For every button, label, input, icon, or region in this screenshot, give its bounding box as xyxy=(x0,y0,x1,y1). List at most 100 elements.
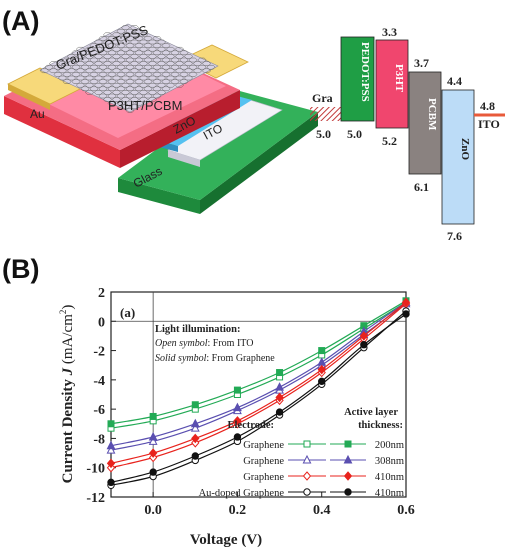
graphene-hex-cell xyxy=(39,68,50,74)
open-symbol-text: : From ITO xyxy=(208,338,254,349)
y-tick-label: 2 xyxy=(98,286,105,301)
legend-header-electrode: Electrode: xyxy=(228,420,274,431)
data-point xyxy=(359,331,369,341)
data-point xyxy=(107,420,115,428)
y-tick-label: -12 xyxy=(86,491,105,506)
series-line xyxy=(110,301,407,464)
graphene-hex-cell xyxy=(206,64,216,70)
legend-open-marker xyxy=(303,488,311,496)
data-point xyxy=(190,423,200,432)
data-point xyxy=(149,468,157,476)
legend: Active layer thickness: Electrode: Graph… xyxy=(199,407,404,499)
data-point xyxy=(275,382,284,391)
data-point xyxy=(275,408,284,416)
pcbm-top-value: 3.7 xyxy=(414,56,429,70)
legend-solid-marker xyxy=(344,488,352,496)
red-layer-side xyxy=(120,90,240,168)
graphene-hex-cell xyxy=(134,100,144,106)
data-point xyxy=(318,377,326,386)
graphene-hex-cell xyxy=(192,68,203,74)
open-symbol-note: Open symbol: From ITO xyxy=(155,338,253,349)
pedot-label: PEDOT:PSS xyxy=(359,42,371,102)
pedot-block xyxy=(340,36,375,122)
panel-b-label: (B) xyxy=(2,254,39,284)
p3ht-bottom-value: 5.2 xyxy=(382,134,397,148)
y-axis-label: Current Density J (mA/cm2) xyxy=(58,305,76,484)
gra-label: Gra xyxy=(312,91,333,105)
data-point xyxy=(190,418,200,428)
data-point xyxy=(275,392,284,403)
energy-level-diagram: Gra 5.0 PEDOT:PSS 5.0 3.3 P3HT 5.2 3.7 P… xyxy=(310,25,505,243)
au-electrode-left-side xyxy=(8,84,50,110)
graphene-hex-cell xyxy=(138,97,149,102)
data-point xyxy=(106,458,116,469)
data-point xyxy=(233,402,242,412)
y-tick-label: -2 xyxy=(93,345,105,360)
legend-open-marker xyxy=(302,454,312,464)
x-tick-label: 0.0 xyxy=(144,503,162,518)
graphene-hex-cell xyxy=(161,86,171,92)
graphene-hex-cell xyxy=(156,90,167,95)
ito-value: 4.8 xyxy=(480,99,495,113)
graphene-hex-cell xyxy=(188,72,198,77)
zno-top-value: 4.4 xyxy=(447,74,462,88)
legend-row: Au-doped Graphene 410nm xyxy=(199,488,404,499)
gra-value: 5.0 xyxy=(316,127,331,141)
y-axis-label-close: ) xyxy=(60,305,76,310)
graphene-hex-cell xyxy=(129,104,140,110)
graphene-hex-cell xyxy=(84,90,95,95)
pcbm-label: PCBM xyxy=(426,98,438,131)
red-layer-front xyxy=(4,96,120,168)
graphene-hex-cell xyxy=(125,108,135,113)
legend-open-marker xyxy=(303,440,311,448)
solid-symbol-key: Solid symbol xyxy=(155,353,207,364)
data-point xyxy=(191,433,200,444)
series-layer xyxy=(106,297,411,489)
legend-electrode: Graphene xyxy=(243,472,284,483)
data-point xyxy=(276,369,284,377)
pcbm-block xyxy=(408,71,442,175)
data-point xyxy=(401,297,411,308)
y-tick-label: -8 xyxy=(93,432,105,447)
solid-symbol-note: Solid symbol: From Graphene xyxy=(155,353,275,364)
y-tick-label: -6 xyxy=(93,403,105,418)
ito-label: ITO xyxy=(478,117,500,131)
legend-header-active-2: thickness: xyxy=(358,420,403,431)
glass-side-right xyxy=(200,112,318,214)
y-tick-label: -10 xyxy=(86,462,105,477)
series-410nm-solid xyxy=(107,310,410,487)
legend-row: Graphene 410nm xyxy=(243,471,404,483)
zno-label: ZnO xyxy=(459,138,471,160)
graphene-hex-cell xyxy=(183,75,194,81)
data-point xyxy=(318,347,326,355)
legend-electrode: Graphene xyxy=(243,440,284,451)
graphene-hex-cell xyxy=(147,97,158,102)
p3ht-top-value: 3.3 xyxy=(382,25,397,39)
open-symbol-key: Open symbol xyxy=(155,338,208,349)
pedot-bottom-value: 5.0 xyxy=(347,127,362,141)
legend-electrode: Au-doped Graphene xyxy=(199,488,285,499)
x-tick-label: 0.2 xyxy=(229,503,247,518)
y-axis-label-exp: 2 xyxy=(58,310,68,315)
data-point xyxy=(191,401,199,409)
p3ht-block xyxy=(375,39,409,129)
legend-thickness: 200nm xyxy=(375,440,404,451)
legend-open-marker xyxy=(302,471,312,481)
legend-rows: Graphene 200nm Graphene 308nm Graphene 410nm A… xyxy=(199,440,404,499)
label-au: Au xyxy=(30,107,45,121)
y-axis-label-main: Current Density xyxy=(60,375,76,483)
data-point xyxy=(148,448,158,458)
jv-plot: 0.0 0.2 0.4 0.6 2 0 -2 -4 -6 -8 -10 -12 xyxy=(86,286,414,518)
graphene-hex-cell xyxy=(165,82,176,88)
data-point xyxy=(233,433,242,441)
legend-row: Graphene 200nm xyxy=(243,440,404,451)
data-point xyxy=(402,310,410,318)
data-point xyxy=(233,386,241,394)
legend-solid-marker xyxy=(343,471,353,481)
axis-ticks: 0.0 0.2 0.4 0.6 2 0 -2 -4 -6 -8 -10 -12 xyxy=(86,286,414,518)
legend-row: Graphene 308nm xyxy=(243,454,404,467)
legend-thickness: 410nm xyxy=(375,472,404,483)
y-tick-label: 0 xyxy=(98,315,105,330)
data-point xyxy=(360,341,368,349)
